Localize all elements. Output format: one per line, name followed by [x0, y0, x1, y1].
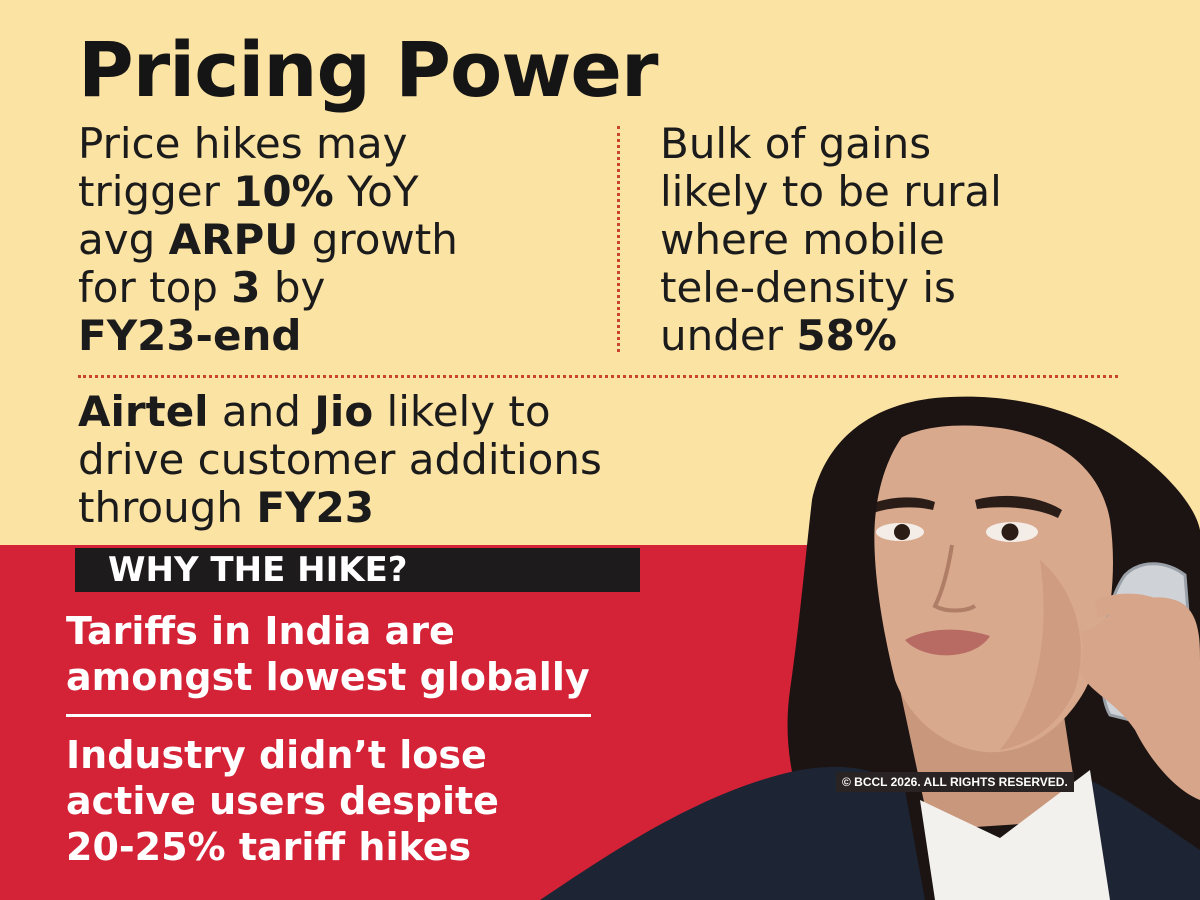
arpu-growth-stat: Price hikes may trigger 10% YoY avg ARPU…	[78, 120, 458, 360]
reason-2-line-1: Industry didn’t lose	[66, 733, 487, 777]
vertical-dotted-divider	[617, 126, 620, 352]
rural-gains-stat: Bulk of gains likely to be rural where m…	[660, 120, 1002, 360]
horizontal-dotted-divider	[78, 375, 1118, 378]
arpu-line-4-pre: for top	[78, 263, 232, 312]
copyright-notice: © BCCL 2026. ALL RIGHTS RESERVED.	[836, 772, 1074, 792]
additions-line-3: through FY23	[78, 484, 602, 532]
additions-line-1-post: likely to	[373, 387, 551, 436]
jacket	[540, 766, 925, 900]
reason-lowest-tariffs: Tariffs in India are amongst lowest glob…	[66, 608, 590, 700]
jio-name: Jio	[314, 387, 374, 436]
rural-line-2: likely to be rural	[660, 167, 1002, 216]
arpu-line-3: avg ARPU growth	[78, 216, 458, 264]
finger-1	[1095, 593, 1170, 620]
arpu-term: ARPU	[168, 215, 299, 264]
top-count: 3	[231, 263, 261, 312]
rural-line-5: under 58%	[660, 312, 1002, 360]
lips	[905, 629, 990, 656]
airtel-name: Airtel	[78, 387, 209, 436]
arpu-line-4-post: by	[260, 263, 326, 312]
reason-2-line-2: active users despite	[66, 779, 499, 823]
finger-2	[1080, 626, 1170, 656]
headline: Pricing Power	[78, 25, 658, 114]
arpu-line-2-post: YoY	[333, 167, 419, 216]
fiscal-year: FY23	[256, 483, 374, 532]
reason-no-user-loss: Industry didn’t lose active users despit…	[66, 732, 499, 870]
arpu-line-3-post: growth	[298, 215, 458, 264]
shirt	[920, 770, 1110, 900]
reason-1-line-1: Tariffs in India are	[66, 609, 455, 653]
tele-density-percent: 58%	[796, 311, 897, 360]
customer-additions-stat: Airtel and Jio likely to drive customer …	[78, 388, 602, 532]
arpu-line-5: FY23-end	[78, 312, 458, 360]
reason-divider	[66, 714, 591, 717]
arpu-line-2: trigger 10% YoY	[78, 168, 458, 216]
hair-front	[849, 400, 945, 680]
arpu-line-4: for top 3 by	[78, 264, 458, 312]
left-iris	[894, 524, 910, 540]
arpu-line-3-pre: avg	[78, 215, 169, 264]
arpu-growth-percent: 10%	[233, 167, 334, 216]
hand	[1080, 597, 1200, 800]
additions-line-1-mid: and	[208, 387, 315, 436]
fiscal-year-end: FY23-end	[78, 311, 302, 360]
cheek-shade	[1000, 560, 1081, 750]
rural-line-4: tele-density is	[660, 263, 956, 312]
additions-line-2: drive customer additions	[78, 435, 602, 484]
arpu-line-2-pre: trigger	[78, 167, 234, 216]
reason-2-line-3: 20-25% tariff hikes	[66, 825, 472, 869]
reason-1-line-2: amongst lowest globally	[66, 655, 590, 699]
left-eyebrow	[860, 497, 935, 518]
additions-line-3-pre: through	[78, 483, 257, 532]
rural-line-5-pre: under	[660, 311, 797, 360]
why-title: WHY THE HIKE?	[108, 550, 408, 590]
rural-line-1: Bulk of gains	[660, 119, 932, 168]
right-iris	[1001, 523, 1019, 541]
nose	[932, 544, 977, 613]
additions-line-1: Airtel and Jio likely to	[78, 388, 602, 436]
rural-line-3: where mobile	[660, 215, 945, 264]
arpu-line-1: Price hikes may	[78, 119, 408, 168]
right-eyebrow	[975, 495, 1062, 518]
why-title-box	[75, 548, 640, 592]
